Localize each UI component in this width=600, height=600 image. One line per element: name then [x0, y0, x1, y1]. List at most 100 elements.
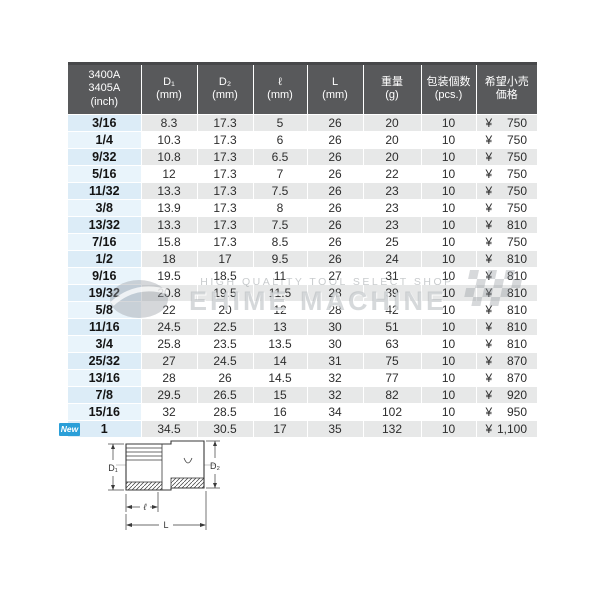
table-row: New 25/32 27 24.5 14 31 75 10 ¥ 870 [68, 352, 537, 370]
size-inch-cell: New 13/32 [68, 216, 142, 234]
d1-cell: 10.3 [141, 131, 198, 149]
weight-cell: 22 [363, 165, 422, 183]
price-cell: ¥ 750 [476, 182, 537, 200]
L-cell: 26 [307, 148, 364, 166]
L-cell: 34 [307, 403, 364, 421]
l-cell: 7.5 [253, 216, 308, 234]
d2-cell: 24.5 [197, 352, 254, 370]
price-cell: ¥ 920 [476, 386, 537, 404]
d2-cell: 17.3 [197, 165, 254, 183]
price-value: 810 [506, 319, 527, 334]
table-row: New 5/8 22 20 12 28 42 10 ¥ 810 [68, 301, 537, 319]
d2-cell: 17.3 [197, 199, 254, 217]
pack-qty-cell: 10 [421, 386, 477, 404]
size-inch-cell: New 1/2 [68, 250, 142, 268]
size-inch-value: 3/4 [95, 336, 113, 351]
size-inch-value: 5/8 [95, 302, 113, 317]
d2-cell: 17.3 [197, 216, 254, 234]
l-cell: 6.5 [253, 148, 308, 166]
l-cell: 9.5 [253, 250, 308, 268]
weight-cell: 82 [363, 386, 422, 404]
pack-qty-cell: 10 [421, 301, 477, 319]
d1-cell: 15.8 [141, 233, 198, 251]
l-cell: 11 [253, 267, 308, 285]
header-model-inch: 3400A 3405A (inch) [68, 65, 142, 115]
price-value: 810 [506, 336, 527, 351]
price-value: 750 [506, 132, 527, 147]
table-row: New 1/2 18 17 9.5 26 24 10 ¥ 810 [68, 250, 537, 268]
price-cell: ¥ 810 [476, 216, 537, 234]
size-inch-cell: New 3/16 [68, 114, 142, 132]
d1-cell: 13.3 [141, 216, 198, 234]
pack-qty-cell: 10 [421, 352, 477, 370]
size-inch-value: 7/8 [95, 387, 113, 402]
size-inch-value: 25/32 [88, 353, 120, 368]
header-line: (mm) [212, 89, 238, 102]
table-row: New 11/32 13.3 17.3 7.5 26 23 10 ¥ 750 [68, 182, 537, 200]
l-cell: 16 [253, 403, 308, 421]
d1-cell: 22 [141, 301, 198, 319]
weight-cell: 51 [363, 318, 422, 336]
d1-cell: 8.3 [141, 114, 198, 132]
yen-symbol: ¥ [485, 251, 493, 266]
yen-symbol: ¥ [485, 302, 493, 317]
pack-qty-cell: 10 [421, 233, 477, 251]
header-line: D₂ [218, 75, 232, 88]
price-value: 750 [506, 166, 527, 181]
price-value: 870 [506, 370, 527, 385]
size-inch-value: 3/8 [95, 200, 113, 215]
weight-cell: 23 [363, 182, 422, 200]
pack-qty-cell: 10 [421, 335, 477, 353]
weight-cell: 31 [363, 267, 422, 285]
price-cell: ¥ 810 [476, 335, 537, 353]
table-row: New 3/4 25.8 23.5 13.5 30 63 10 ¥ 810 [68, 335, 537, 353]
header-d2: D₂ (mm) [197, 65, 254, 115]
pack-qty-cell: 10 [421, 403, 477, 421]
table-row: New 3/8 13.9 17.3 8 26 23 10 ¥ 750 [68, 199, 537, 217]
L-cell: 26 [307, 250, 364, 268]
d2-cell: 28.5 [197, 403, 254, 421]
size-inch-cell: New 9/32 [68, 148, 142, 166]
price-cell: ¥ 1,100 [476, 420, 537, 438]
header-line: ℓ [278, 75, 282, 88]
price-cell: ¥ 810 [476, 250, 537, 268]
size-inch-value: 15/16 [88, 404, 120, 419]
pack-qty-cell: 10 [421, 318, 477, 336]
price-value: 750 [506, 200, 527, 215]
pack-qty-cell: 10 [421, 148, 477, 166]
header-line: 価格 [495, 89, 518, 102]
size-inch-value: 19/32 [88, 285, 120, 300]
l-cell: 11.5 [253, 284, 308, 302]
price-value: 870 [506, 353, 527, 368]
yen-symbol: ¥ [485, 319, 493, 334]
d2-cell: 17.3 [197, 131, 254, 149]
spec-table-container: 3400A 3405A (inch) D₁ (mm) D₂ (mm) ℓ ( [59, 62, 537, 438]
size-inch-value: 5/16 [92, 166, 117, 181]
header-line: (mm) [267, 89, 293, 102]
yen-symbol: ¥ [485, 149, 493, 164]
price-value: 810 [506, 251, 527, 266]
header-line: (pcs.) [434, 89, 463, 102]
pack-qty-cell: 10 [421, 165, 477, 183]
size-inch-value: 3/16 [92, 115, 117, 130]
yen-symbol: ¥ [485, 200, 493, 215]
yen-symbol: ¥ [485, 268, 493, 283]
header-line: 3405A [88, 82, 121, 95]
price-cell: ¥ 870 [476, 369, 537, 387]
d2-cell: 20 [197, 301, 254, 319]
pack-qty-cell: 10 [421, 182, 477, 200]
table-body: New 3/16 8.3 17.3 5 26 20 10 ¥ 750 [59, 114, 537, 438]
price-cell: ¥ 750 [476, 148, 537, 166]
L-cell: 28 [307, 284, 364, 302]
size-inch-cell: New 3/8 [68, 199, 142, 217]
size-inch-cell: New 9/16 [68, 267, 142, 285]
socket-dimension-diagram: D₁ D₂ ℓ L [108, 440, 220, 530]
weight-cell: 23 [363, 199, 422, 217]
price-value: 1,100 [496, 421, 527, 436]
yen-symbol: ¥ [485, 234, 493, 249]
L-cell: 27 [307, 267, 364, 285]
weight-cell: 23 [363, 216, 422, 234]
pack-qty-cell: 10 [421, 369, 477, 387]
price-cell: ¥ 870 [476, 352, 537, 370]
l-cell: 13 [253, 318, 308, 336]
